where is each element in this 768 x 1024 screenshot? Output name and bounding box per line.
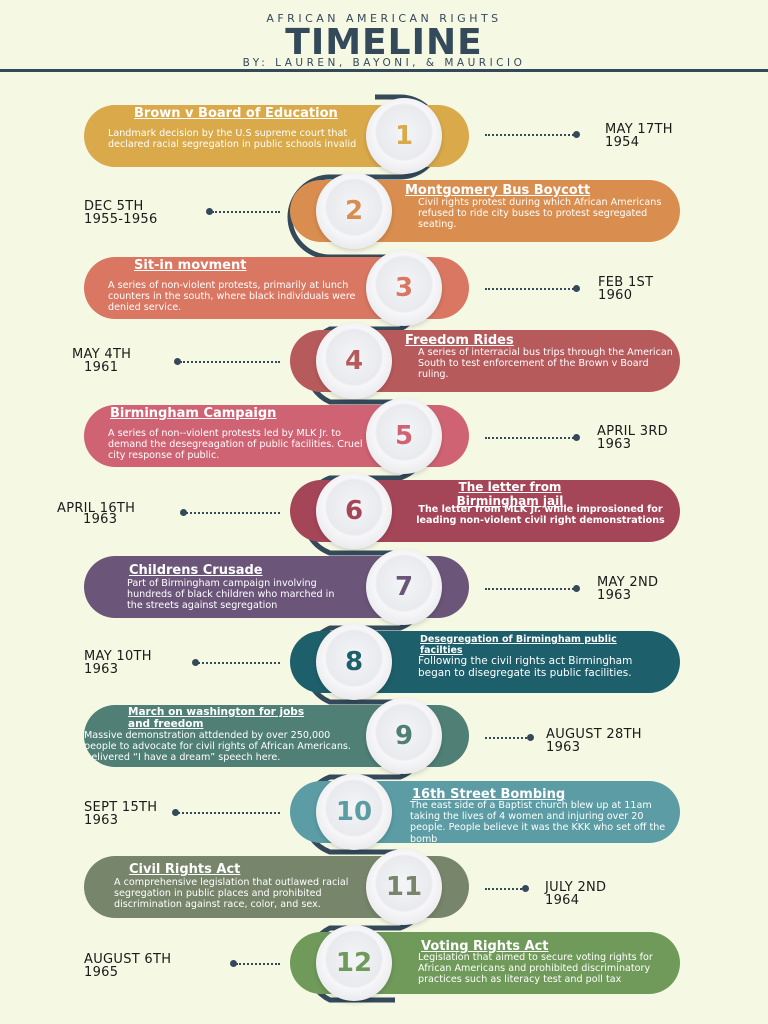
event-description: Massive demonstration attdended by over … <box>84 730 351 764</box>
event-number-badge-4: 4 <box>316 323 392 399</box>
event-number-badge-12: 12 <box>316 925 392 1001</box>
event-title: Montgomery Bus Boycott <box>405 183 591 198</box>
event-number-badge-5: 5 <box>366 398 442 474</box>
supertitle: AFRICAN AMERICAN RIGHTS <box>266 12 502 25</box>
event-description: The letter from MLK Jr. while improsione… <box>416 504 665 527</box>
event-description: Civil rights protest during which Africa… <box>418 197 662 231</box>
connector-line <box>178 812 280 814</box>
event-date-10: SEPT 15TH 1963 <box>84 800 158 828</box>
event-description: Legislation that aimed to secure voting … <box>418 952 653 986</box>
event-date-4: MAY 4TH 1961 <box>72 347 132 375</box>
event-number-badge-2: 2 <box>316 173 392 249</box>
byline: BY: LAUREN, BAYONI, & MAURICIO <box>242 57 526 69</box>
connector-dot <box>174 358 181 365</box>
event-date-8: MAY 10TH 1963 <box>84 649 152 677</box>
connector-dot <box>180 509 187 516</box>
connector-dot <box>522 885 529 892</box>
header: AFRICAN AMERICAN RIGHTS TIMELINE BY: LAU… <box>0 0 768 72</box>
connector-line <box>186 512 280 514</box>
event-description: A series of interracial bus trips throug… <box>418 347 673 381</box>
connector-line <box>485 588 577 590</box>
connector-dot <box>230 960 237 967</box>
connector-dot <box>573 434 580 441</box>
connector-line <box>180 361 280 363</box>
event-title: Brown v Board of Education <box>134 106 338 121</box>
event-date-6: APRIL 16TH 1963 <box>57 501 136 527</box>
event-description: The east side of a Baptist church blew u… <box>410 800 666 843</box>
connector-line <box>485 888 525 890</box>
connector-line <box>212 211 280 213</box>
event-title: Childrens Crusade <box>129 563 263 578</box>
event-number-badge-1: 1 <box>366 98 442 174</box>
event-number-badge-6: 6 <box>316 473 392 549</box>
event-date-2: DEC 5TH 1955-1956 <box>84 199 158 227</box>
event-title: Freedom Rides <box>405 333 514 348</box>
connector-line <box>485 134 577 136</box>
connector-line <box>485 288 577 290</box>
event-title: Voting Rights Act <box>421 939 549 954</box>
event-number-badge-11: 11 <box>366 849 442 925</box>
connector-line <box>485 737 531 739</box>
event-description: A series of non--violent protests led by… <box>108 428 363 462</box>
connector-dot <box>573 585 580 592</box>
event-date-1: MAY 17TH 1954 <box>605 122 673 150</box>
event-title: 16th Street Bombing <box>412 787 566 802</box>
event-description: Part of Birmingham campaign involving hu… <box>127 578 335 612</box>
event-date-11: JULY 2ND 1964 <box>545 880 607 908</box>
event-description: Following the civil rights act Birmingha… <box>418 655 633 679</box>
event-description: A comprehensive legislation that outlawe… <box>114 877 349 911</box>
event-date-12: AUGUST 6TH 1965 <box>84 952 172 980</box>
event-number-badge-10: 10 <box>316 774 392 850</box>
event-number-badge-7: 7 <box>366 549 442 625</box>
event-title: March on washington for jobs and freedom <box>128 706 305 730</box>
connector-line <box>236 963 280 965</box>
connector-dot <box>172 809 179 816</box>
event-title: Desegregation of Birmingham public facil… <box>420 634 617 656</box>
event-number-badge-9: 9 <box>366 698 442 774</box>
event-number-badge-3: 3 <box>366 250 442 326</box>
connector-line <box>485 437 577 439</box>
connector-line <box>198 662 280 664</box>
event-number-badge-8: 8 <box>316 624 392 700</box>
event-title: Birmingham Campaign <box>110 406 277 421</box>
event-title: Sit-in movment <box>134 258 247 273</box>
header-divider <box>0 69 768 72</box>
event-title: The letter from Birmingham jail <box>456 480 564 508</box>
event-date-7: MAY 2ND 1963 <box>597 575 659 603</box>
event-date-3: FEB 1ST 1960 <box>598 275 654 303</box>
event-title: Civil Rights Act <box>129 862 241 877</box>
event-description: Landmark decision by the U.S supreme cou… <box>108 128 357 151</box>
page-title: TIMELINE <box>285 22 483 63</box>
connector-dot <box>192 659 199 666</box>
connector-dot <box>206 208 213 215</box>
event-description: A series of non-violent protests, primar… <box>108 280 356 314</box>
event-date-5: APRIL 3RD 1963 <box>597 424 668 452</box>
event-date-9: AUGUST 28TH 1963 <box>546 727 642 755</box>
connector-dot <box>527 734 534 741</box>
connector-dot <box>573 285 580 292</box>
connector-dot <box>573 131 580 138</box>
